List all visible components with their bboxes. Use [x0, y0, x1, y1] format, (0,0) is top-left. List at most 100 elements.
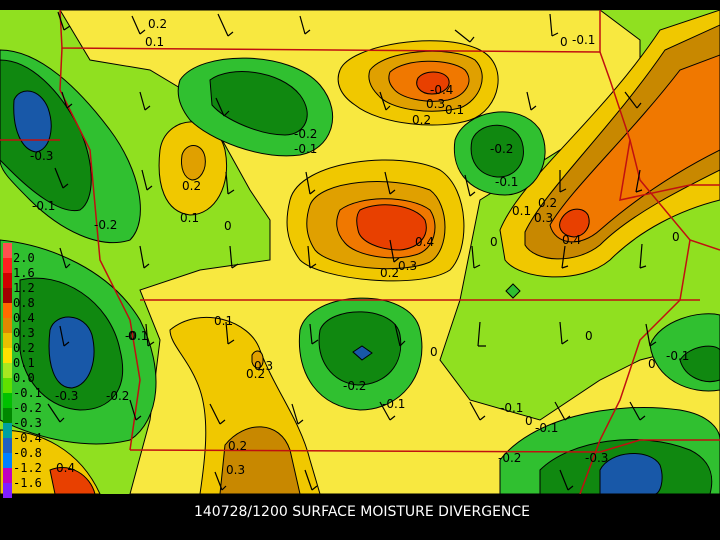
contour-label: 0.2 [182, 179, 201, 193]
legend-swatch [3, 438, 12, 453]
legend-swatch [3, 243, 12, 258]
contour-labels: 0.2 0.1 -0.1 0 -0.4 0.3 0.2 0.1 -0.2 -0.… [30, 17, 689, 477]
contour-label: -0.3 [30, 149, 53, 163]
wind-barbs [47, 11, 657, 491]
legend-label: 0.0 [13, 371, 35, 385]
contour-label: 0 [128, 329, 136, 343]
state-borders [0, 10, 720, 494]
legend-swatch [3, 303, 12, 318]
legend-swatch [3, 348, 12, 363]
legend-swatch [3, 378, 12, 393]
contour-label: -0.2 [343, 379, 366, 393]
contour-label: 0.1 [445, 103, 464, 117]
map-caption: 140728/1200 SURFACE MOISTURE DIVERGENCE [194, 504, 530, 520]
contour-label: 0 [430, 345, 438, 359]
contour-label: 0.4 [415, 235, 434, 249]
contour-label: 0.3 [426, 97, 445, 111]
contour-label: 0.1 [214, 314, 233, 328]
legend-label: -0.1 [13, 386, 42, 400]
legend-label: 1.2 [13, 281, 35, 295]
contour-label: 0.2 [246, 367, 265, 381]
contour-field: 0.2 0.1 -0.1 0 -0.4 0.3 0.2 0.1 -0.2 -0.… [0, 10, 720, 494]
contour-label: 0 [224, 219, 232, 233]
contour-label: 0 [525, 414, 533, 428]
legend-swatch [3, 408, 12, 423]
contour-label: 0 [560, 35, 568, 49]
negative-zone [209, 71, 308, 136]
contour-label: 0.1 [180, 211, 199, 225]
contour-label: -0.2 [294, 127, 317, 141]
contour-label: -0.1 [666, 349, 689, 363]
legend-label: -1.6 [13, 476, 42, 490]
positive-zone [219, 426, 301, 494]
contour-label: 0 [490, 235, 498, 249]
legend-swatch [3, 453, 12, 468]
negative-zone [470, 124, 524, 178]
contour-label: -0.4 [430, 83, 453, 97]
legend-swatch [3, 333, 12, 348]
contour-label: -0.1 [125, 329, 148, 343]
contour-label: 0.4 [56, 461, 75, 475]
contour-label: -0.1 [535, 421, 558, 435]
legend-label: -0.8 [13, 446, 42, 460]
contour-label: 0.2 [148, 17, 167, 31]
legend-swatch [3, 318, 12, 333]
contour-label: -0.2 [94, 218, 117, 232]
contour-label: -0.2 [490, 142, 513, 156]
legend-label: -0.2 [13, 401, 42, 415]
contour-label: 0.2 [538, 196, 557, 210]
legend-swatch [3, 468, 12, 483]
contour-label: 0 [585, 329, 593, 343]
contour-label: -0.1 [500, 401, 523, 415]
contour-label: -0.1 [32, 199, 55, 213]
contour-label: -0.1 [294, 142, 317, 156]
contour-label: 0.1 [145, 35, 164, 49]
contour-label: 0.2 [380, 266, 399, 280]
contour-label: 0.3 [398, 259, 417, 273]
negative-zone [599, 453, 663, 494]
negative-zone [352, 345, 373, 361]
legend-swatch [3, 393, 12, 408]
positive-zone [356, 204, 427, 251]
contour-label: 0.2 [412, 113, 431, 127]
legend-label: 0.4 [13, 311, 35, 325]
contour-label: -0.2 [498, 451, 521, 465]
contour-label: 0.3 [254, 359, 273, 373]
legend-swatch [3, 273, 12, 288]
contour-label: -0.1 [382, 397, 405, 411]
legend-swatch [3, 288, 12, 303]
contour-label: 0 [672, 230, 680, 244]
positive-zone [559, 208, 590, 238]
positive-zone [416, 71, 450, 95]
contour-label: 0.2 [228, 439, 247, 453]
legend-label: -1.2 [13, 461, 42, 475]
positive-zone [549, 54, 720, 243]
contour-label: -0.3 [585, 451, 608, 465]
legend-label: 0.3 [13, 326, 35, 340]
contour-label: 0.3 [226, 463, 245, 477]
legend-swatch [3, 258, 12, 273]
contour-label: 0.4 [562, 233, 581, 247]
legend-swatch [3, 363, 12, 378]
contour-label: 0.3 [534, 211, 553, 225]
legend-label: 2.0 [13, 251, 35, 265]
contour-label: -0.1 [495, 175, 518, 189]
negative-zone [505, 283, 521, 299]
legend-label: 1.6 [13, 266, 35, 280]
legend-label: -0.4 [13, 431, 42, 445]
positive-zone [181, 145, 206, 181]
legend-label: 0.1 [13, 356, 35, 370]
contour-label: -0.2 [106, 389, 129, 403]
positive-zone [49, 467, 96, 494]
contour-label: 0.1 [512, 204, 531, 218]
contour-label: -0.1 [572, 33, 595, 47]
legend-label: 0.2 [13, 341, 35, 355]
legend-label: 0.8 [13, 296, 35, 310]
contour-label: -0.3 [55, 389, 78, 403]
positive-zone [251, 350, 264, 369]
legend-swatch [3, 423, 12, 438]
contour-label: 0 [648, 357, 656, 371]
legend-label: -0.3 [13, 416, 42, 430]
legend-swatch [3, 483, 12, 498]
